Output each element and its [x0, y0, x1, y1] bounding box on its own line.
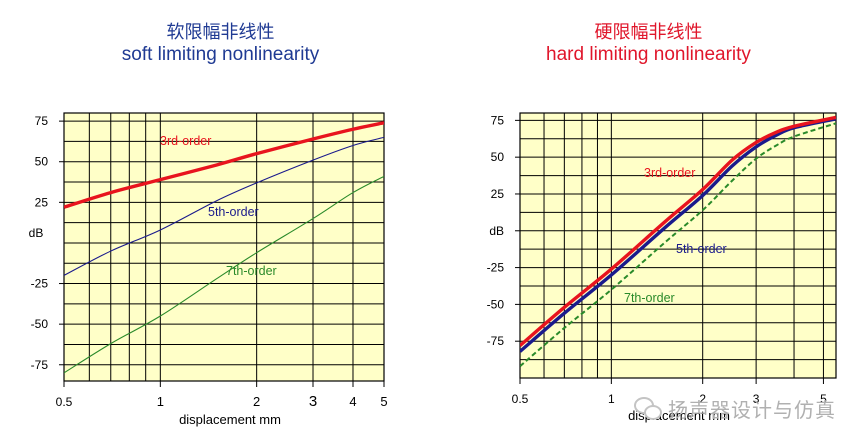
soft-chart-title-en: soft limiting nonlinearity — [121, 44, 320, 65]
x-tick-label: 1 — [157, 394, 164, 409]
series-line-5th-order — [520, 117, 836, 353]
y-tick-label: 75 — [491, 113, 505, 127]
annotation-3rd-order: 3rd-order — [160, 134, 211, 148]
x-tick-label: 3 — [309, 393, 317, 410]
x-tick-label: 1 — [608, 392, 615, 406]
watermark: 扬声器设计与仿真 — [632, 388, 862, 428]
x-tick-label: 0.5 — [56, 395, 73, 409]
x-tick-label: 3 — [753, 392, 760, 406]
series-line-7th-order — [64, 175, 384, 374]
x-tick-label: 4 — [349, 394, 356, 409]
x-tick-label: 2 — [253, 394, 260, 409]
annotation-7th-order: 7th-order — [624, 291, 675, 305]
y-tick-label: 25 — [35, 195, 49, 209]
annotation-5th-order: 5th-order — [208, 205, 259, 219]
x-axis-label: displacement mm — [179, 412, 281, 427]
y-axis-label: dB — [29, 226, 44, 240]
x-tick-label: 5 — [380, 394, 387, 409]
soft-chart-title-cn: 软限幅非线性 — [166, 22, 275, 43]
series-line-7th-order — [520, 122, 836, 367]
soft-limiting-panel: 软限幅非线性 soft limiting nonlinearity 75 50 25… — [0, 0, 433, 441]
y-tick-label: -50 — [31, 317, 49, 331]
wechat-icon — [632, 393, 662, 423]
y-tick-label: 25 — [491, 187, 505, 201]
annotation-7th-order: 7th-order — [226, 264, 277, 278]
hard-limiting-panel: 硬限幅非线性 hard limiting nonlinearity 75 50 25… — [434, 0, 867, 441]
plot-frame — [63, 112, 385, 382]
y-tick-label: -75 — [31, 358, 49, 372]
plot-frame — [519, 112, 837, 379]
series-line-3rd-order — [520, 115, 836, 347]
annotation-3rd-order: 3rd-order — [644, 166, 695, 180]
y-tick-label: -50 — [487, 297, 505, 311]
y-tick-label: -25 — [31, 277, 49, 291]
x-tick-label: 2 — [699, 392, 706, 406]
grid-lines — [520, 113, 836, 378]
x-tick-label: 0.5 — [512, 392, 529, 406]
y-tick-label: -75 — [487, 334, 505, 348]
y-tick-label: 50 — [491, 150, 505, 164]
hard-chart-title-en: hard limiting nonlinearity — [546, 44, 751, 65]
hard-chart-title-cn: 硬限幅非线性 — [594, 22, 703, 43]
y-tick-label: dB — [489, 224, 504, 238]
annotation-5th-order: 5th-order — [676, 242, 727, 256]
series-line-3rd-order — [64, 121, 384, 209]
series-line-5th-order — [64, 136, 384, 276]
plot-area — [64, 113, 384, 381]
y-tick-label: 75 — [35, 114, 49, 128]
y-tick-label: 50 — [35, 155, 49, 169]
y-tick-label: -25 — [487, 261, 505, 275]
x-tick-label: 5 — [820, 392, 827, 406]
watermark-text: 扬声器设计与仿真 — [668, 397, 836, 422]
soft-limiting-chart: 75 50 25 -25 -50 -75 dB 0.5 1 2 3 4 5 displacement mm… — [29, 112, 388, 427]
